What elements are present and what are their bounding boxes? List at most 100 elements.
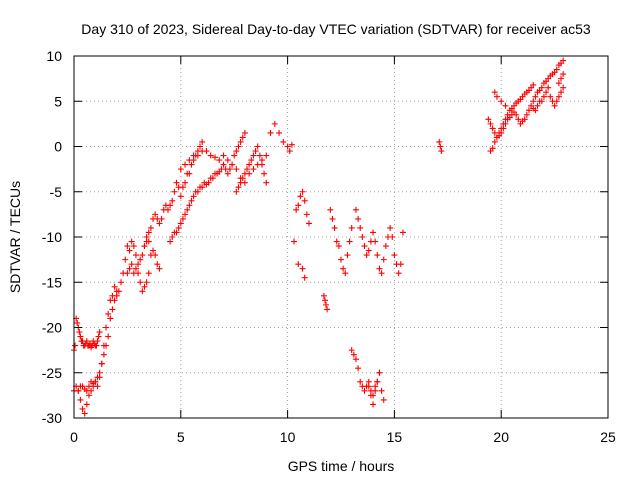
data-point: [139, 252, 146, 259]
data-point: [335, 243, 342, 250]
data-point: [154, 261, 161, 268]
data-point: [489, 125, 496, 132]
data-point: [194, 188, 201, 195]
data-point: [489, 145, 496, 152]
data-point: [173, 229, 180, 236]
data-point: [81, 410, 88, 417]
data-point: [100, 351, 107, 358]
data-point: [500, 125, 507, 132]
data-point: [158, 215, 165, 222]
data-point: [231, 152, 238, 159]
data-point: [560, 84, 567, 91]
data-point: [203, 148, 210, 155]
data-point: [288, 141, 295, 148]
data-point: [555, 80, 562, 87]
data-point: [83, 338, 90, 345]
data-point: [540, 93, 547, 100]
data-point: [397, 261, 404, 268]
data-point: [376, 369, 383, 376]
data-point: [530, 81, 537, 88]
data-point: [85, 392, 92, 399]
data-point: [186, 170, 193, 177]
data-point: [105, 310, 112, 317]
data-point: [145, 270, 152, 277]
data-point: [188, 197, 195, 204]
data-point: [267, 129, 274, 136]
data-point: [346, 238, 353, 245]
data-point: [538, 84, 545, 91]
data-point: [352, 356, 359, 363]
data-point: [175, 224, 182, 231]
data-point: [323, 301, 330, 308]
data-point: [491, 129, 498, 136]
data-point: [190, 193, 197, 200]
data-point: [380, 256, 387, 263]
data-point: [179, 184, 186, 191]
data-point: [244, 166, 251, 173]
data-points: [71, 57, 567, 417]
data-point: [137, 279, 144, 286]
y-tick-label: -5: [50, 184, 63, 200]
y-tick-label: -10: [42, 229, 62, 245]
data-point: [182, 161, 189, 168]
data-point: [105, 333, 112, 340]
data-point: [387, 224, 394, 231]
y-tick-label: -20: [42, 320, 62, 336]
data-point: [286, 148, 293, 155]
data-point: [95, 333, 102, 340]
data-point: [126, 265, 133, 272]
data-point: [372, 383, 379, 390]
data-point: [128, 238, 135, 245]
data-point: [83, 401, 90, 408]
data-point: [324, 306, 331, 313]
data-point: [152, 211, 159, 218]
data-point: [391, 252, 398, 259]
data-point: [515, 116, 522, 123]
data-point: [239, 175, 246, 182]
data-point: [530, 98, 537, 105]
data-point: [331, 224, 338, 231]
data-point: [233, 148, 240, 155]
data-point: [147, 224, 154, 231]
data-point: [359, 234, 366, 240]
data-point: [333, 238, 340, 245]
data-point: [184, 206, 191, 213]
data-point: [220, 152, 227, 159]
data-point: [182, 179, 189, 186]
data-point: [235, 143, 242, 150]
data-point: [209, 175, 216, 182]
data-point: [357, 378, 364, 385]
data-point: [224, 170, 231, 177]
data-point: [498, 98, 505, 105]
data-point: [370, 392, 377, 399]
data-point: [113, 292, 120, 299]
data-point: [237, 179, 244, 186]
data-point: [211, 154, 218, 161]
data-point: [532, 107, 539, 114]
data-point: [72, 342, 79, 349]
data-point: [513, 111, 520, 118]
data-point: [186, 157, 193, 164]
data-point: [233, 188, 240, 195]
data-point: [436, 138, 443, 145]
data-point: [115, 288, 122, 295]
data-point: [135, 261, 142, 268]
data-point: [487, 120, 494, 127]
data-point: [321, 297, 328, 304]
data-point: [77, 396, 84, 403]
data-point: [199, 184, 206, 191]
data-point: [293, 206, 300, 213]
data-point: [498, 129, 505, 136]
data-point: [352, 206, 359, 213]
data-point: [491, 89, 498, 96]
data-point: [532, 93, 539, 100]
data-point: [111, 283, 118, 290]
grid: [74, 56, 608, 418]
data-point: [374, 378, 381, 385]
data-point: [124, 243, 131, 250]
data-point: [297, 193, 304, 200]
data-point: [348, 224, 355, 231]
data-point: [207, 152, 214, 159]
data-point: [239, 134, 246, 141]
